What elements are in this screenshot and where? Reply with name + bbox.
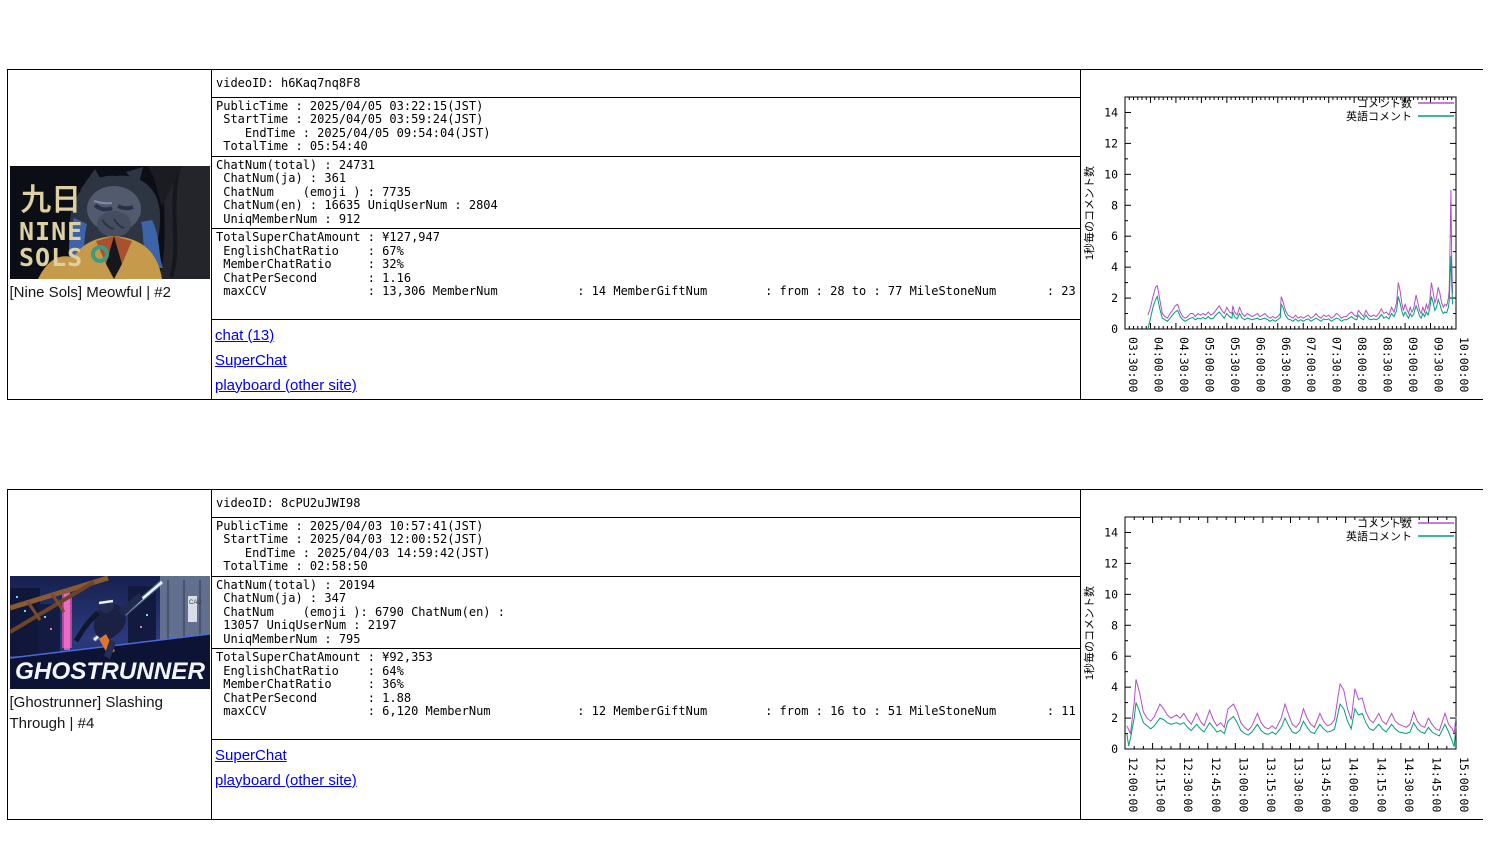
svg-text:14: 14 xyxy=(1104,525,1118,539)
svg-text:14: 14 xyxy=(1104,105,1118,119)
svg-text:0: 0 xyxy=(1111,742,1118,756)
y-axis-label: 1秒毎のコメント数 xyxy=(1082,166,1096,260)
chat-link[interactable]: chat (13) xyxy=(215,326,275,344)
comments-per-second-chart: 0 2 4 6 8 10 12 14 12:00:00 12:15:00 12:30:00 12:45… xyxy=(1082,516,1471,812)
x-axis: 03:30:00 04:00:00 04:30:00 05:00:00 05:30:00… xyxy=(1124,97,1471,392)
svg-text:12:30:00: 12:30:00 xyxy=(1181,757,1195,812)
video-id: videoID: h6Kaq7nq8F8 xyxy=(212,70,1080,98)
series-line xyxy=(1147,256,1454,330)
svg-text:4: 4 xyxy=(1111,680,1118,694)
svg-text:15:00:00: 15:00:00 xyxy=(1457,757,1471,812)
svg-text:4: 4 xyxy=(1111,260,1118,274)
series-line xyxy=(1126,702,1457,747)
svg-text:10: 10 xyxy=(1104,587,1118,601)
svg-text:06:30:00: 06:30:00 xyxy=(1279,337,1293,392)
y-axis-label: 1秒毎のコメント数 xyxy=(1082,586,1096,680)
svg-text:05:30:00: 05:30:00 xyxy=(1228,337,1242,392)
jade-ring xyxy=(90,245,109,263)
chart-cell: 0 2 4 6 8 10 12 14 03:30:00 04:00:00 04:30:00 05:00… xyxy=(1081,70,1484,399)
svg-text:14:00:00: 14:00:00 xyxy=(1347,757,1361,812)
svg-text:03:30:00: 03:30:00 xyxy=(1126,337,1140,392)
superchat-stats: TotalSuperChatAmount : ¥127,947 EnglishC… xyxy=(212,229,1080,320)
legend-entry-label: 英語コメント xyxy=(1346,109,1412,123)
thumbnail-cell: 九日 NINE SOLS [Nine Sols] Meowful | #2 xyxy=(8,70,212,399)
svg-text:8: 8 xyxy=(1111,618,1118,632)
runner-body xyxy=(93,603,126,639)
chart-cell: 0 2 4 6 8 10 12 14 12:00:00 12:15:00 12:30:00 12:45… xyxy=(1081,490,1484,819)
legend-entry-label: コメント数 xyxy=(1357,517,1412,530)
svg-text:12: 12 xyxy=(1104,136,1118,150)
superchat-stats: TotalSuperChatAmount : ¥92,353 EnglishCh… xyxy=(212,649,1080,740)
svg-text:12: 12 xyxy=(1104,556,1118,570)
ghostrunner-thumbnail[interactable]: CAU GHOSTRUNNER xyxy=(9,575,210,689)
nine-sols-logo-sols: SOLS xyxy=(19,243,83,272)
svg-text:05:00:00: 05:00:00 xyxy=(1202,337,1216,392)
svg-text:12:00:00: 12:00:00 xyxy=(1126,757,1140,812)
time-info: PublicTime : 2025/04/03 10:57:41(JST) St… xyxy=(212,518,1080,577)
video-caption: [Nine Sols] Meowful | #2 xyxy=(9,284,171,301)
ghostrunner-logo: GHOSTRUNNER xyxy=(15,658,206,685)
svg-text:07:30:00: 07:30:00 xyxy=(1330,337,1344,392)
time-info: PublicTime : 2025/04/05 03:22:15(JST) St… xyxy=(212,98,1080,157)
svg-text:0: 0 xyxy=(1111,322,1118,336)
nine-sols-thumbnail[interactable]: 九日 NINE SOLS xyxy=(9,166,210,279)
svg-text:10: 10 xyxy=(1104,167,1118,181)
svg-text:6: 6 xyxy=(1111,649,1118,663)
video-card-nine-sols: 九日 NINE SOLS [Nine Sols] Meowful | #2 vi… xyxy=(7,69,1484,400)
superchat-link[interactable]: SuperChat xyxy=(215,746,287,764)
chat-stats: ChatNum(total) : 24731 ChatNum(ja) : 361… xyxy=(212,157,1080,229)
playboard-link[interactable]: playboard (other site) xyxy=(215,771,357,789)
svg-text:04:00:00: 04:00:00 xyxy=(1151,337,1165,392)
plot-border xyxy=(1124,516,1457,750)
links-block: SuperChat playboard (other site) xyxy=(212,740,1080,789)
svg-text:10:00:00: 10:00:00 xyxy=(1457,337,1471,392)
y-axis: 0 2 4 6 8 10 12 14 xyxy=(1104,105,1456,336)
svg-text:2: 2 xyxy=(1111,711,1118,725)
svg-text:13:30:00: 13:30:00 xyxy=(1292,757,1306,812)
svg-text:13:00:00: 13:00:00 xyxy=(1236,757,1250,812)
svg-text:09:30:00: 09:30:00 xyxy=(1432,337,1446,392)
video-id: videoID: 8cPU2uJWI98 xyxy=(212,490,1080,518)
svg-text:14:15:00: 14:15:00 xyxy=(1374,757,1388,812)
nine-sols-logo-jp: 九日 xyxy=(21,183,81,218)
thumbnail-cell: CAU GHOSTRUNNER [Ghostrunner] Slashing T… xyxy=(8,490,212,819)
chat-stats: ChatNum(total) : 20194 ChatNum(ja) : 347… xyxy=(212,577,1080,649)
series-line xyxy=(1126,679,1457,736)
series-line xyxy=(1147,189,1454,319)
svg-text:8: 8 xyxy=(1111,198,1118,212)
video-stats-cell: videoID: 8cPU2uJWI98 PublicTime : 2025/0… xyxy=(212,490,1081,819)
svg-text:08:30:00: 08:30:00 xyxy=(1381,337,1395,392)
svg-text:6: 6 xyxy=(1111,229,1118,243)
svg-text:04:30:00: 04:30:00 xyxy=(1177,337,1191,392)
svg-text:2: 2 xyxy=(1111,291,1118,305)
y-axis: 0 2 4 6 8 10 12 14 xyxy=(1104,525,1456,756)
plot-border xyxy=(1124,96,1457,330)
svg-text:07:00:00: 07:00:00 xyxy=(1304,337,1318,392)
legend-entry-label: 英語コメント xyxy=(1346,529,1412,543)
nine-sols-logo-nine: NINE xyxy=(19,217,83,246)
video-card-ghostrunner: CAU GHOSTRUNNER [Ghostrunner] Slashing T… xyxy=(7,489,1484,820)
superchat-link[interactable]: SuperChat xyxy=(215,351,287,369)
svg-text:08:00:00: 08:00:00 xyxy=(1355,337,1369,392)
links-block: chat (13) SuperChat playboard (other sit… xyxy=(212,320,1080,394)
legend-entry-label: コメント数 xyxy=(1357,97,1412,110)
svg-text:12:45:00: 12:45:00 xyxy=(1209,757,1223,812)
svg-text:06:00:00: 06:00:00 xyxy=(1253,337,1267,392)
video-stats-cell: videoID: h6Kaq7nq8F8 PublicTime : 2025/0… xyxy=(212,70,1081,399)
video-caption: [Ghostrunner] Slashing Through | #4 xyxy=(9,693,163,732)
svg-text:14:30:00: 14:30:00 xyxy=(1402,757,1416,812)
wall-sign-text: CAU xyxy=(189,600,202,606)
svg-text:13:45:00: 13:45:00 xyxy=(1319,757,1333,812)
svg-text:13:15:00: 13:15:00 xyxy=(1264,757,1278,812)
x-axis: 12:00:00 12:15:00 12:30:00 12:45:00 13:00:00… xyxy=(1124,517,1471,812)
comments-per-second-chart: 0 2 4 6 8 10 12 14 03:30:00 04:00:00 04:30:00 05:00… xyxy=(1082,96,1471,392)
svg-text:14:45:00: 14:45:00 xyxy=(1429,757,1443,812)
playboard-link[interactable]: playboard (other site) xyxy=(215,376,357,394)
svg-text:12:15:00: 12:15:00 xyxy=(1154,757,1168,812)
svg-text:09:00:00: 09:00:00 xyxy=(1406,337,1420,392)
